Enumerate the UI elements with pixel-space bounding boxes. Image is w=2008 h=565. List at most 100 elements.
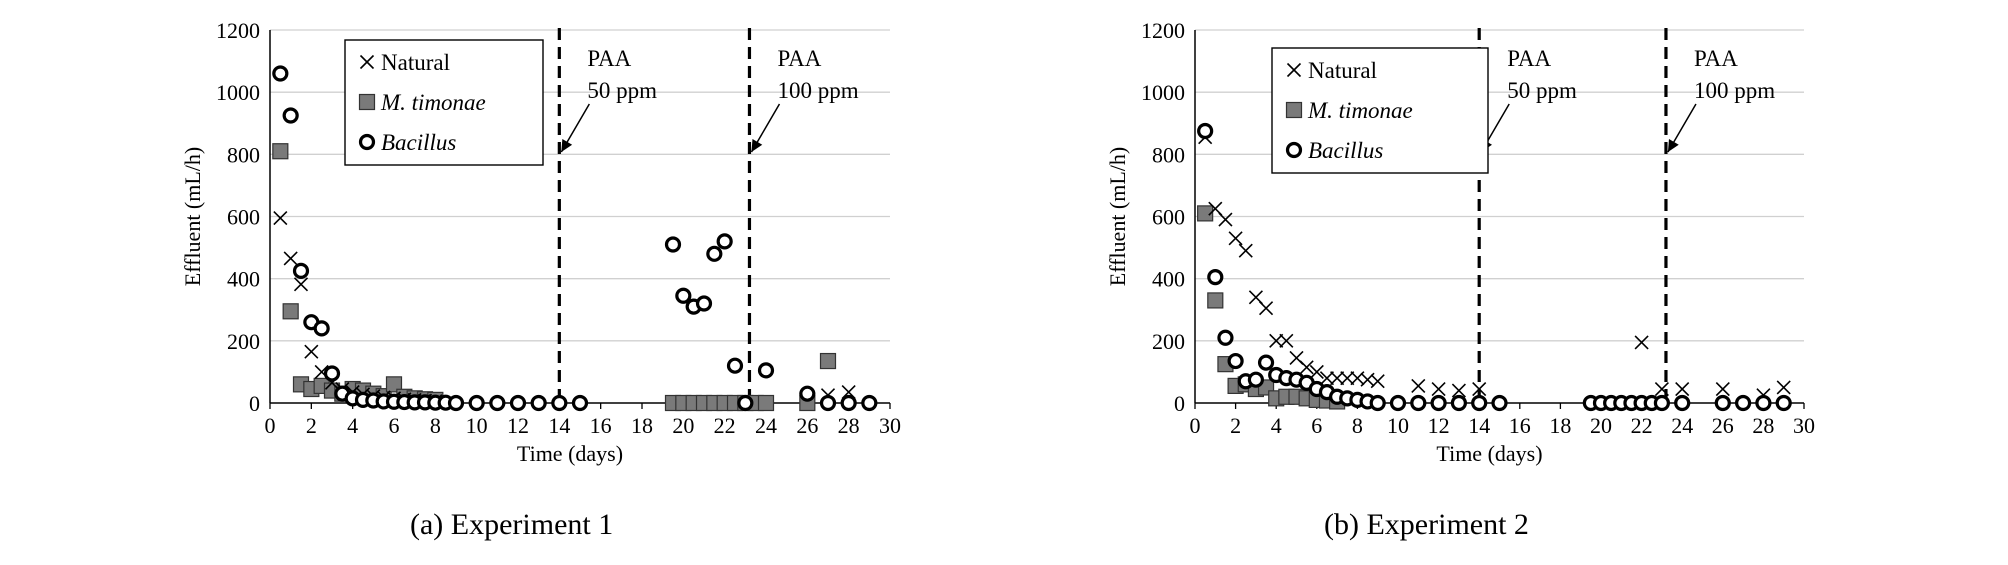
data-point — [385, 376, 403, 393]
data-point — [1491, 394, 1508, 412]
series-x-points — [273, 210, 856, 409]
data-point — [1471, 394, 1488, 412]
data-point — [861, 394, 878, 412]
y-tick-label: 0 — [249, 391, 260, 416]
data-point — [1431, 381, 1446, 397]
data-point — [1247, 371, 1264, 388]
data-point — [282, 303, 299, 320]
marker-stroke — [1472, 381, 1487, 397]
marker-stroke — [1654, 381, 1669, 397]
data-point — [1197, 205, 1214, 222]
y-tick-label: 0 — [1174, 391, 1185, 416]
chart-caption: (b) Experiment 2 — [1324, 508, 1529, 541]
marker-stroke — [1309, 364, 1324, 379]
marker-stroke — [1330, 371, 1345, 386]
x-tick-label: 28 — [1752, 413, 1774, 438]
legend-marker — [1286, 62, 1302, 78]
data-point — [716, 233, 733, 250]
x-tick-label: 0 — [1190, 413, 1201, 438]
marker-stroke — [1715, 381, 1730, 397]
data-point — [1776, 380, 1791, 395]
x-tick-label: 26 — [1712, 413, 1734, 438]
data-point — [509, 394, 527, 412]
marker-stroke — [273, 210, 288, 226]
data-point — [1309, 364, 1324, 379]
x-tick-label: 26 — [796, 413, 818, 438]
annotation-text-dose: 100 ppm — [777, 78, 858, 103]
x-tick-label: 16 — [1509, 413, 1531, 438]
x-tick-label: 10 — [466, 413, 488, 438]
legend-label: Natural — [381, 50, 450, 75]
data-point — [1279, 333, 1294, 348]
data-point — [664, 236, 682, 253]
y-tick-label: 200 — [227, 329, 260, 354]
data-point — [1410, 394, 1427, 412]
marker-stroke — [1319, 371, 1335, 386]
data-point — [1369, 394, 1386, 412]
y-tick-label: 1000 — [1141, 80, 1185, 105]
marker-stroke — [1289, 350, 1304, 365]
data-point — [1370, 374, 1385, 389]
marker-stroke — [1451, 383, 1466, 398]
x-tick-label: 4 — [1271, 413, 1282, 438]
data-point — [1715, 381, 1730, 397]
data-point — [1472, 381, 1487, 397]
data-point — [551, 394, 568, 412]
y-tick-label: 400 — [227, 267, 260, 292]
y-tick-label: 1200 — [216, 18, 260, 43]
x-tick-label: 20 — [672, 413, 694, 438]
legend-label: Natural — [1308, 58, 1377, 83]
marker-stroke — [1299, 360, 1314, 375]
series-square-points — [272, 143, 837, 412]
data-point — [1734, 394, 1752, 412]
data-point — [283, 251, 298, 266]
data-point — [282, 107, 299, 124]
data-point — [1197, 122, 1214, 140]
marker-stroke — [314, 364, 329, 379]
data-point — [819, 394, 837, 412]
annotation-arrowhead — [561, 139, 573, 152]
x-tick-label: 16 — [590, 413, 612, 438]
marker-stroke — [283, 251, 298, 266]
data-point — [706, 245, 723, 262]
data-point — [675, 287, 692, 304]
data-point — [1411, 378, 1426, 393]
data-point — [757, 394, 775, 412]
marker-stroke — [1431, 381, 1446, 397]
data-point — [1299, 360, 1314, 375]
data-point — [1451, 383, 1466, 398]
legend-label: Bacillus — [381, 130, 456, 155]
annotation-text-paa: PAA — [777, 46, 821, 71]
data-point — [1653, 394, 1671, 412]
legend-marker — [358, 93, 376, 111]
annotation-arrowhead — [1667, 139, 1679, 152]
series-circle-points — [272, 65, 878, 412]
data-point — [1207, 269, 1224, 286]
y-tick-label: 400 — [1152, 267, 1185, 292]
x-tick-label: 20 — [1590, 413, 1612, 438]
data-point — [1207, 292, 1224, 309]
data-point — [272, 65, 289, 82]
x-tick-label: 6 — [389, 413, 400, 438]
y-tick-label: 800 — [1152, 142, 1185, 167]
data-point — [468, 394, 485, 412]
data-point — [1430, 394, 1447, 412]
x-tick-label: 22 — [714, 413, 736, 438]
x-tick-label: 18 — [1549, 413, 1571, 438]
marker-stroke — [1340, 371, 1355, 386]
data-point — [571, 394, 589, 412]
marker-stroke — [1675, 381, 1690, 397]
x-tick-label: 28 — [838, 413, 860, 438]
marker-stroke — [1258, 301, 1274, 316]
data-point — [799, 385, 816, 402]
y-tick-label: 600 — [227, 205, 260, 230]
marker-stroke — [304, 344, 319, 359]
data-point — [840, 394, 857, 412]
x-tick-label: 18 — [631, 413, 653, 438]
x-tick-label: 14 — [548, 413, 570, 438]
data-point — [1775, 394, 1792, 412]
annotation-text-paa: PAA — [1694, 46, 1738, 71]
marker-stroke — [1411, 378, 1426, 393]
